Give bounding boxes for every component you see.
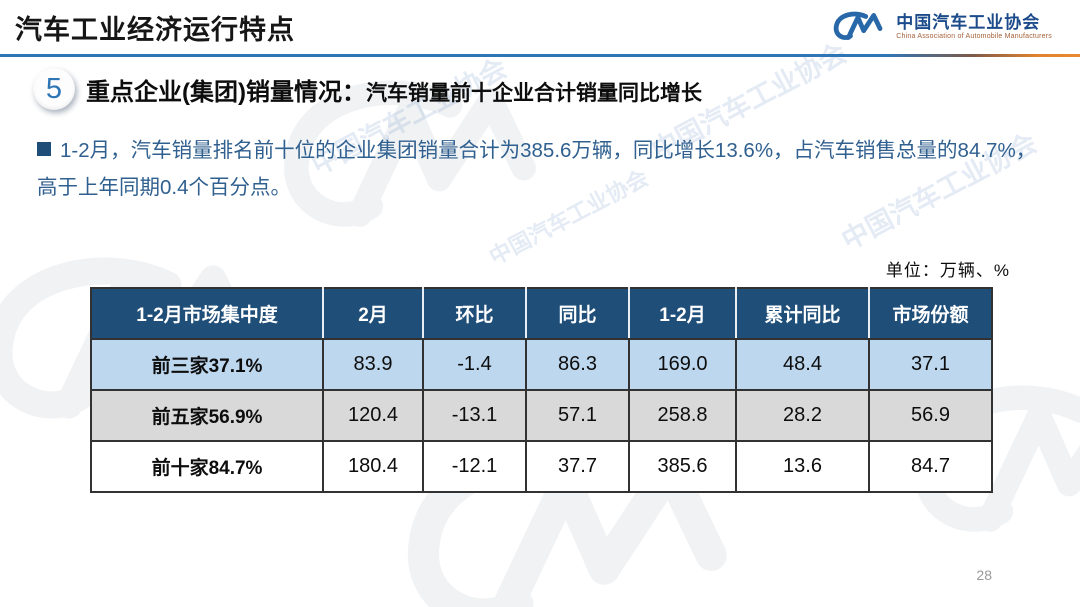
row-label: 前十家84.7% [90,440,324,493]
col-header-mom: 环比 [422,287,527,340]
cell-value: 84.7 [868,440,993,493]
cell-value: 28.2 [735,389,870,442]
row-label: 前五家56.9% [90,389,324,442]
unit-label: 单位：万辆、% [885,261,1010,280]
col-header-share: 市场份额 [868,287,993,340]
cell-value: 258.8 [628,389,737,442]
logo-name-cn: 中国汽车工业协会 [896,13,1041,33]
cell-value: -1.4 [422,338,527,391]
cell-value: 180.4 [322,440,424,493]
cell-value: 169.0 [628,338,737,391]
section-title-sub: 汽车销量前十企业合计销量同比增长 [365,82,702,105]
cell-value: 56.9 [868,389,993,442]
cell-value: 37.7 [525,440,630,493]
cell-value: 120.4 [322,389,424,442]
table-row-top10: 前十家84.7% 180.4 -12.1 37.7 385.6 13.6 84.… [90,440,993,493]
cell-value: 13.6 [735,440,870,493]
bullet-text: 1-2月，汽车销量排名前十位的企业集团销量合计为385.6万辆，同比增长13.6… [37,139,1037,199]
bullet-paragraph: 1-2月，汽车销量排名前十位的企业集团销量合计为385.6万辆，同比增长13.6… [37,132,1049,206]
header-divider [0,54,1080,57]
caam-logo-text: 中国汽车工业协会 China Association of Automobile… [896,13,1052,40]
caam-logo-icon [834,11,883,40]
cell-value: 385.6 [628,440,737,493]
section-heading: 重点企业(集团)销量情况：汽车销量前十企业合计销量同比增长 [86,72,702,107]
page-title: 汽车工业经济运行特点 [15,15,295,45]
market-concentration-table: 1-2月市场集中度 2月 环比 同比 1-2月 累计同比 市场份额 前三家37.… [90,287,993,493]
col-header-cum-yoy: 累计同比 [735,287,870,340]
bullet-square-icon [37,142,51,156]
col-header-concentration: 1-2月市场集中度 [90,287,324,340]
cell-value: 48.4 [735,338,870,391]
table-header-row: 1-2月市场集中度 2月 环比 同比 1-2月 累计同比 市场份额 [90,287,993,340]
caam-logo: 中国汽车工业协会 China Association of Automobile… [831,10,1052,44]
logo-name-en: China Association of Automobile Manufact… [896,32,1052,40]
cell-value: 57.1 [525,389,630,442]
cell-value: -13.1 [422,389,527,442]
cell-value: -12.1 [422,440,527,493]
col-header-feb: 2月 [322,287,424,340]
table-row-top3: 前三家37.1% 83.9 -1.4 86.3 169.0 48.4 37.1 [90,338,993,391]
cell-value: 83.9 [322,338,424,391]
page-number: 28 [976,567,992,583]
section-title-main: 重点企业(集团)销量情况： [86,79,366,106]
col-header-yoy: 同比 [525,287,630,340]
cell-value: 37.1 [868,338,993,391]
col-header-jan-feb: 1-2月 [628,287,737,340]
row-label: 前三家37.1% [90,338,324,391]
section-number-badge: 5 [33,68,75,110]
table-row-top5: 前五家56.9% 120.4 -13.1 57.1 258.8 28.2 56.… [90,389,993,442]
cell-value: 86.3 [525,338,630,391]
